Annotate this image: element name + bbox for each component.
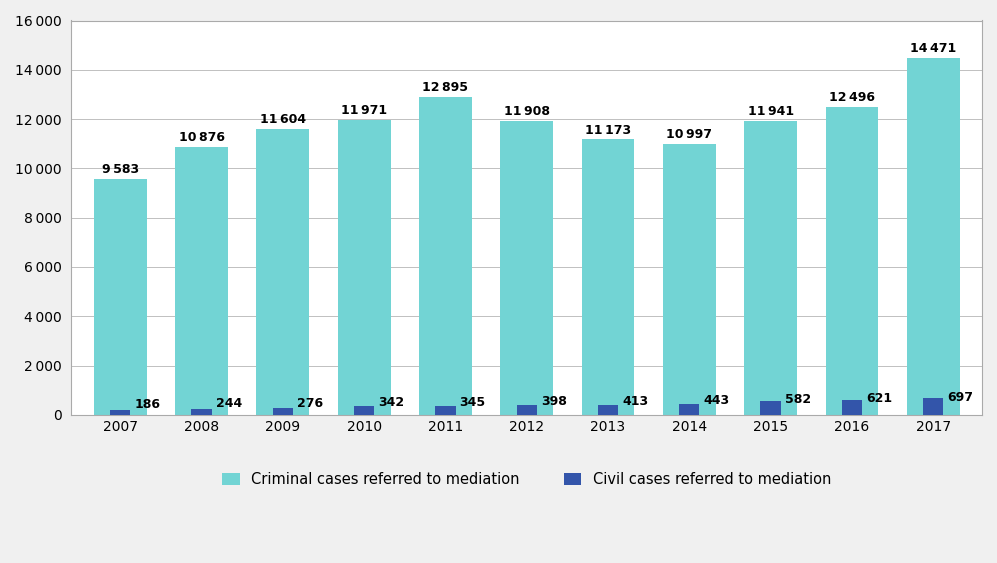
Bar bbox=[94, 178, 147, 415]
Bar bbox=[907, 58, 960, 415]
Text: 621: 621 bbox=[866, 392, 892, 405]
Text: 582: 582 bbox=[785, 393, 811, 406]
Bar bbox=[191, 409, 211, 415]
Text: 11 908: 11 908 bbox=[503, 105, 549, 118]
Bar bbox=[581, 140, 634, 415]
Text: 345: 345 bbox=[460, 396, 486, 409]
Bar bbox=[826, 107, 878, 415]
Bar bbox=[354, 406, 374, 415]
Text: 443: 443 bbox=[704, 395, 730, 408]
Text: 10 876: 10 876 bbox=[178, 131, 224, 144]
Bar bbox=[679, 404, 700, 415]
Text: 14 471: 14 471 bbox=[910, 42, 956, 55]
Bar bbox=[663, 144, 716, 415]
Text: 11 971: 11 971 bbox=[341, 104, 387, 117]
Bar bbox=[841, 400, 862, 415]
Text: 11 941: 11 941 bbox=[748, 105, 794, 118]
Bar bbox=[338, 120, 391, 415]
Text: 186: 186 bbox=[135, 397, 161, 410]
Text: 11 604: 11 604 bbox=[260, 113, 306, 126]
Text: 12 895: 12 895 bbox=[423, 81, 469, 94]
Legend: Criminal cases referred to mediation, Civil cases referred to mediation: Criminal cases referred to mediation, Ci… bbox=[215, 465, 838, 494]
Text: 244: 244 bbox=[215, 397, 242, 410]
Text: 398: 398 bbox=[541, 395, 567, 408]
Text: 276: 276 bbox=[297, 396, 323, 409]
Bar bbox=[419, 97, 472, 415]
Bar bbox=[500, 122, 553, 415]
Text: 9 583: 9 583 bbox=[102, 163, 139, 176]
Bar bbox=[598, 405, 618, 415]
Bar bbox=[761, 400, 781, 415]
Bar bbox=[436, 406, 456, 415]
Bar bbox=[744, 120, 797, 415]
Text: 413: 413 bbox=[622, 395, 648, 408]
Text: 11 173: 11 173 bbox=[585, 123, 631, 136]
Text: 342: 342 bbox=[379, 396, 405, 409]
Text: 12 496: 12 496 bbox=[829, 91, 875, 104]
Text: 697: 697 bbox=[947, 391, 973, 404]
Bar bbox=[256, 129, 309, 415]
Bar bbox=[516, 405, 537, 415]
Bar bbox=[175, 147, 228, 415]
Bar bbox=[110, 410, 131, 415]
Bar bbox=[273, 408, 293, 415]
Bar bbox=[923, 397, 943, 415]
Text: 10 997: 10 997 bbox=[666, 128, 712, 141]
